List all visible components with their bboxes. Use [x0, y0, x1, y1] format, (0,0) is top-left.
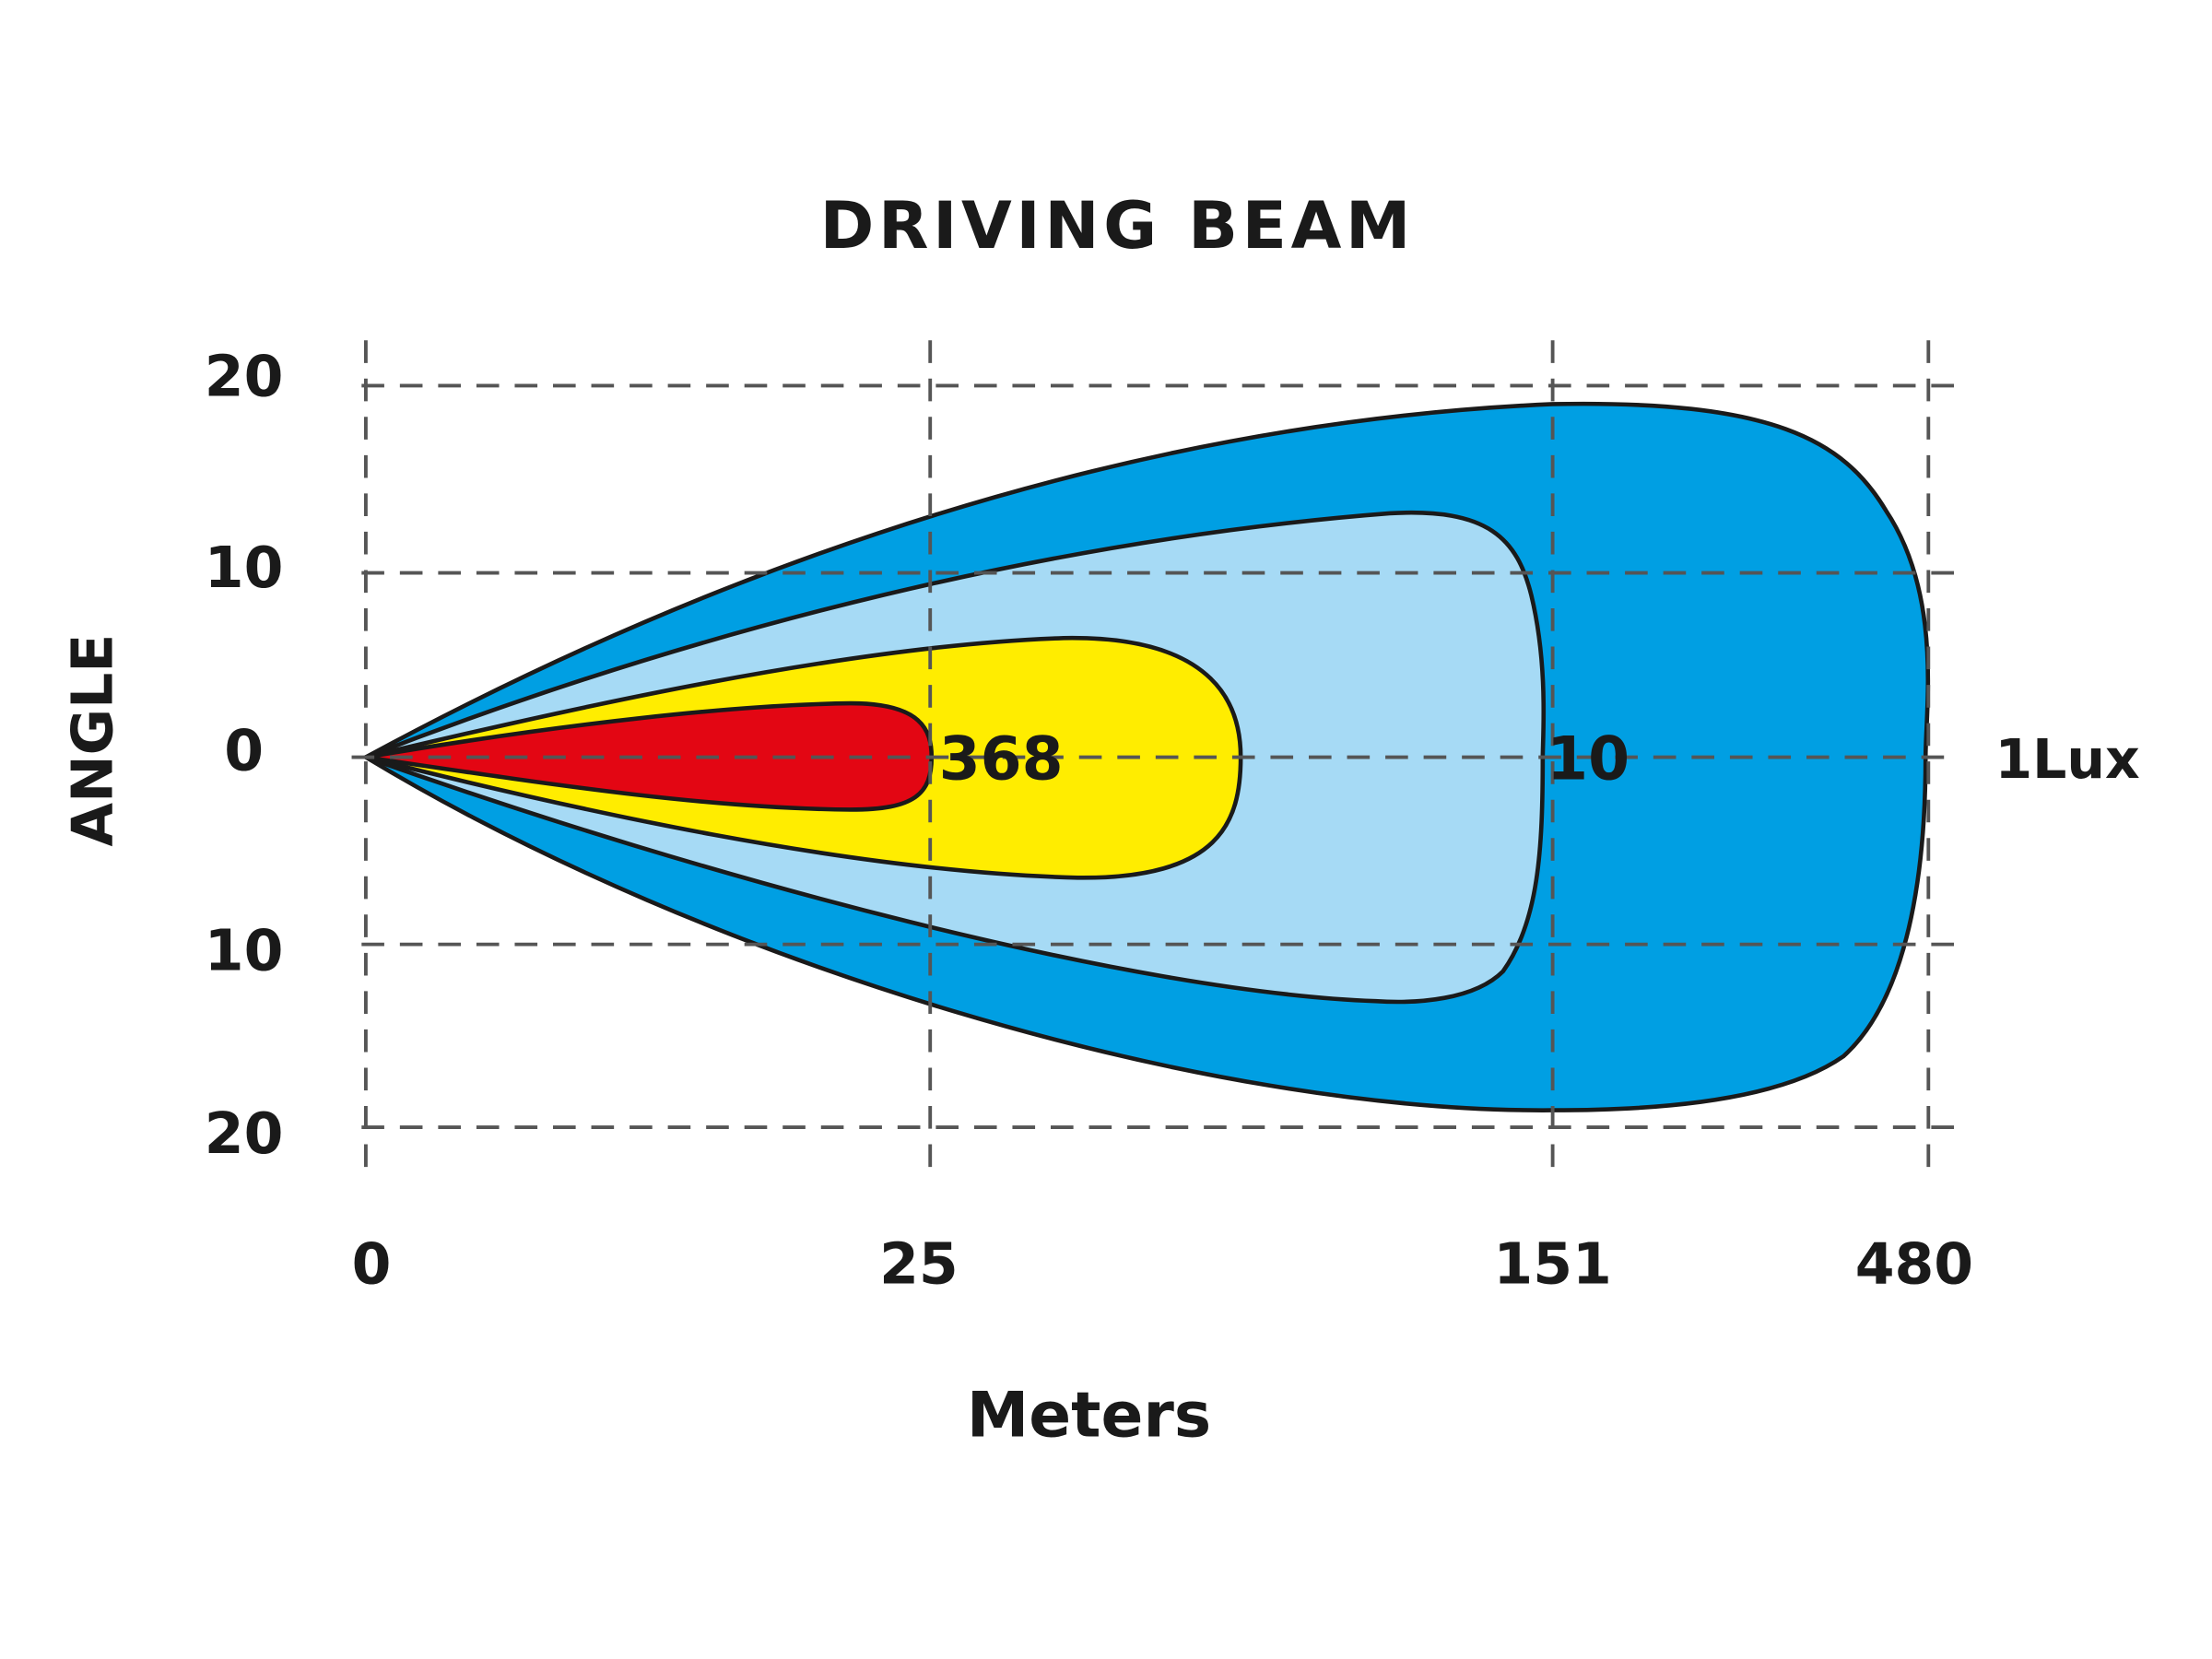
y-tick-label: 20 — [205, 1100, 284, 1167]
x-tick-label: 0 — [352, 1230, 392, 1297]
y-tick-label: 20 — [205, 343, 284, 409]
x-tick-label: 151 — [1493, 1230, 1611, 1297]
y-axis-label: ANGLE — [60, 634, 126, 847]
x-tick-label: 25 — [879, 1230, 959, 1297]
zone-label: 10 — [1547, 724, 1630, 794]
y-tick-label: 10 — [205, 917, 284, 983]
x-axis-label: Meters — [967, 1379, 1211, 1452]
y-tick-label: 10 — [205, 535, 284, 601]
zone-label: 1Lux — [1994, 728, 2139, 791]
title: DRIVING BEAM — [820, 187, 1415, 264]
y-tick-label: 0 — [224, 718, 264, 784]
zone-label: 368 — [939, 724, 1064, 794]
grid — [351, 340, 1958, 1171]
x-tick-label: 480 — [1855, 1230, 1973, 1297]
